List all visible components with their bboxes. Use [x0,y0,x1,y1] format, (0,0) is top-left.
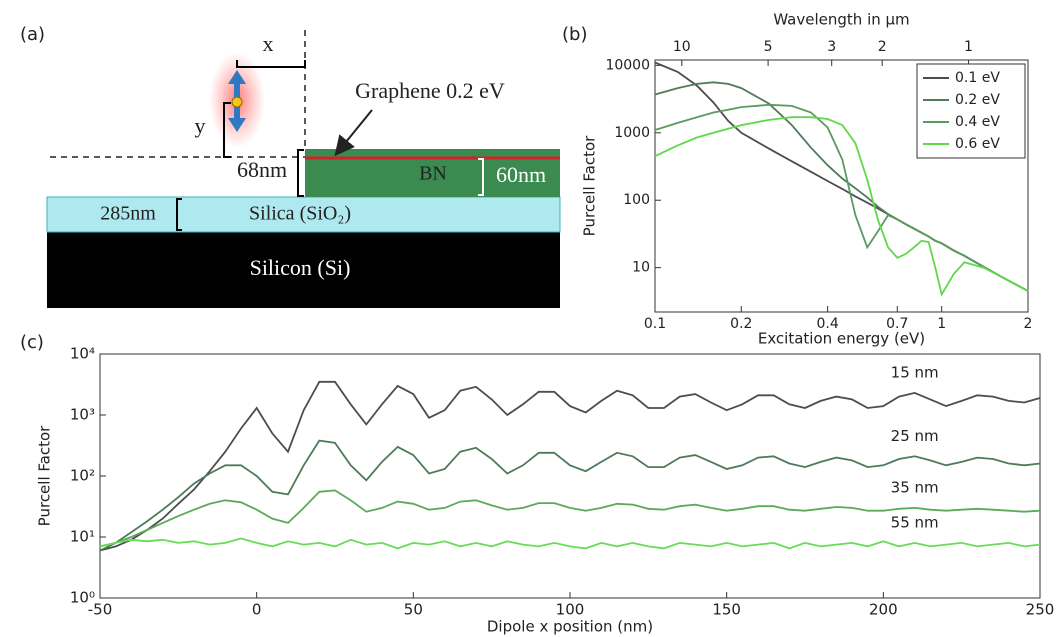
silicon-layer [47,232,560,308]
y-axis-label: Purcell Factor [36,425,54,526]
x2-tick-label: 3 [827,39,836,55]
panel-label: (b) [562,24,587,45]
bn-thickness-label: 60nm [496,162,546,187]
diagram: x y Graphene 0.2 eV 68nm BN 60nm 285nm S… [46,30,561,308]
bn-label: BN [419,163,447,185]
x2-axis-label: Wavelength in μm [773,11,909,29]
series-line [654,103,1029,292]
y-tick-label: 10² [70,467,95,485]
series-label: 35 nm [891,478,939,496]
x2-tick-label: 5 [764,39,773,55]
y-tick-label: 10⁴ [70,345,95,363]
y-tick-label: 10¹ [70,528,95,546]
y-tick-label: 10³ [70,406,95,424]
legend-label: 0.1 eV [955,70,1000,86]
y-tick-label: 10⁰ [70,589,95,607]
x-tick-label: 0 [252,601,262,619]
series-label: 55 nm [891,513,939,531]
x-tick-label: 0.4 [816,316,838,332]
x-tick-label: 100 [556,601,585,619]
dipole [231,96,243,108]
x2-tick-label: 10 [673,39,691,55]
series-line [99,439,1041,552]
graphene-label: Graphene 0.2 eV [355,78,505,103]
x-tick-label: 0.1 [644,316,666,332]
silicon-label: Silicon (Si) [250,255,351,280]
silica-bracket [176,198,182,231]
chart: 0.1 0.2 0.4 0.7 1 2 10 100 1000 10000 10 5 3 2 1 Wavele… [581,11,1033,348]
bn-bracket [478,158,484,196]
x-tick-label: -50 [88,601,113,619]
x-label: x [263,31,274,56]
y-tick-label: 1000 [614,125,650,141]
x-tick-label: 2 [1024,316,1033,332]
silica-thickness-label: 285nm [100,203,156,225]
x-tick-label: 1 [937,316,946,332]
x-tick-label: 200 [869,601,898,619]
chart: -50 0 50 100 150 200 250 10⁰ 10¹ 10² 10³ 10⁴ Dipole … [36,345,1055,636]
gap-bracket [297,149,304,197]
series-label: 25 nm [891,427,939,445]
panel-label: (a) [20,24,45,45]
series-line [99,489,1041,548]
y-tick-label: 10000 [605,57,650,73]
plot-frame [654,59,1029,313]
series-line [99,380,1041,552]
y-bracket [223,102,231,158]
x-tick-label: 150 [712,601,741,619]
x-tick-label: 0.7 [886,316,908,332]
panel-label: (c) [20,332,44,353]
silica-layer [46,196,561,233]
gap-label: 68nm [237,157,287,182]
graphene-arrow [334,109,373,157]
y-label: y [195,113,206,138]
x-axis-label: Excitation energy (eV) [758,330,925,348]
y-tick-label: 100 [623,192,650,208]
legend-label: 0.2 eV [955,92,1000,108]
y-tick-label: 10 [632,260,650,276]
x2-tick-label: 2 [878,39,887,55]
legend-label: 0.6 eV [955,136,1000,152]
series-line [654,116,1029,297]
x-tick-label: 0.2 [730,316,752,332]
x-bracket [236,60,306,68]
x-tick-label: 50 [404,601,423,619]
x-axis-label: Dipole x position (nm) [487,618,653,636]
legend-label: 0.4 eV [955,114,1000,130]
plot-frame [99,353,1041,599]
legend-box [916,63,1026,159]
series-line [99,537,1041,550]
x2-tick-label: 1 [964,39,973,55]
x-tick-label: 250 [1026,601,1055,619]
y-axis-label: Purcell Factor [581,135,599,236]
silica-label: Silica (SiO₂) [249,203,351,225]
series-label: 15 nm [891,363,939,381]
